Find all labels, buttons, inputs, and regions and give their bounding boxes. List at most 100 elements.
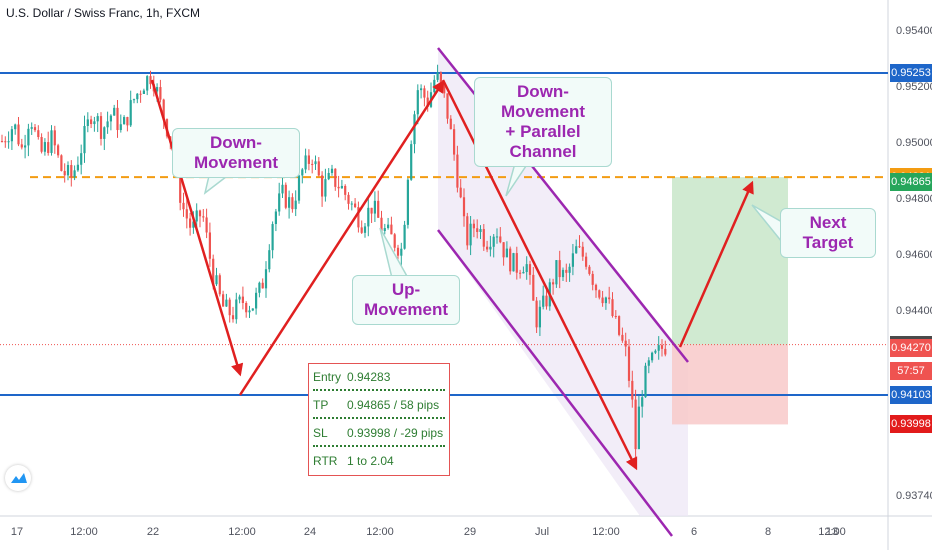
bear-candle <box>660 345 664 349</box>
bull-candle <box>248 310 251 313</box>
bear-candle <box>585 256 588 267</box>
time-tick-label: 12:00 <box>366 526 394 538</box>
bear-candle <box>40 137 43 152</box>
bear-candle <box>222 294 225 307</box>
bull-candle <box>495 236 499 238</box>
bull-candle <box>420 88 423 91</box>
bear-candle <box>476 228 479 232</box>
bull-candle <box>416 90 419 115</box>
bull-candle <box>571 253 574 267</box>
bear-candle <box>33 127 37 131</box>
symbol-title: U.S. Dollar / Swiss Franc, 1h, FXCM <box>6 6 201 20</box>
bull-candle <box>268 250 271 270</box>
trade-key: TP <box>313 398 329 412</box>
bear-candle <box>535 300 538 328</box>
time-tick-label: 12:00 <box>592 526 620 538</box>
price-marker-box: 57:57 <box>890 361 932 380</box>
bull-candle <box>225 299 228 307</box>
bull-candle <box>86 119 89 126</box>
bear-candle <box>502 242 505 258</box>
bull-candle <box>340 185 343 189</box>
bear-candle <box>182 202 185 210</box>
price-marker-box: 0.95253 <box>890 64 932 82</box>
bull-candle <box>119 124 122 131</box>
callout-next-target-text: Next Target <box>802 213 854 252</box>
bear-candle <box>439 72 442 84</box>
bull-candle <box>512 253 515 272</box>
tradingview-logo-icon[interactable] <box>5 465 31 491</box>
bull-candle <box>7 141 10 143</box>
bear-candle <box>0 141 4 143</box>
callout-up-movement: Up-Movement <box>352 275 460 325</box>
time-tick-label: 22 <box>146 526 160 538</box>
price-tick-label: 0.95000 <box>896 136 932 149</box>
bull-candle <box>14 124 17 130</box>
bull-candle <box>561 269 565 278</box>
trade-row-rtr: RTR 1 to 2.04 <box>313 451 445 471</box>
bull-candle <box>367 207 370 227</box>
bull-candle <box>324 179 327 197</box>
bull-candle <box>109 115 112 122</box>
trade-row-entry: Entry 0.94283 <box>313 367 445 391</box>
bull-candle <box>93 121 96 125</box>
bear-candle <box>621 334 624 341</box>
bear-candle <box>60 155 63 171</box>
bull-candle <box>66 165 70 176</box>
bear-candle <box>70 165 73 178</box>
price-marker-box: 0.93998 <box>890 415 932 434</box>
bear-candle <box>578 246 581 248</box>
bear-candle <box>198 210 202 217</box>
callout-down-movement: Down-Movement <box>172 128 300 178</box>
bull-candle <box>106 121 109 128</box>
bear-candle <box>159 87 162 100</box>
bull-candle <box>96 116 99 122</box>
bull-candle <box>10 129 13 142</box>
bear-candle <box>377 200 380 218</box>
bear-candle <box>618 316 621 335</box>
bull-candle <box>264 269 268 289</box>
time-tick-label: 6 <box>690 526 698 538</box>
bull-candle <box>271 224 274 251</box>
bull-candle <box>575 246 578 254</box>
callout-channel-line1: Down-Movement <box>500 82 586 121</box>
bear-candle <box>17 124 20 145</box>
bull-candle <box>373 200 376 214</box>
trade-value: 0.94283 <box>347 370 391 384</box>
bull-candle <box>330 168 334 173</box>
bull-candle <box>637 406 640 450</box>
bull-candle <box>288 197 291 208</box>
bull-candle <box>647 360 650 366</box>
callout-channel-line2: + Parallel Channel <box>505 122 581 161</box>
bear-candle <box>472 223 475 229</box>
bear-candle <box>321 175 324 197</box>
bull-candle <box>76 164 79 171</box>
bear-candle <box>558 260 561 278</box>
bear-candle <box>482 229 485 247</box>
bull-candle <box>314 161 317 165</box>
bull-candle <box>410 144 413 180</box>
bear-candle <box>337 186 340 189</box>
bear-candle <box>611 299 614 317</box>
bull-candle <box>522 272 525 274</box>
bull-candle <box>538 306 541 328</box>
bull-candle <box>113 107 116 116</box>
bull-candle <box>146 76 149 91</box>
time-tick-label: 12:00 <box>70 526 98 538</box>
bull-candle <box>294 200 297 210</box>
bull-candle <box>136 93 139 100</box>
bear-candle <box>334 168 337 187</box>
bear-candle <box>598 290 601 298</box>
bear-candle <box>565 269 568 273</box>
bull-candle <box>525 264 528 273</box>
bull-candle <box>274 211 277 225</box>
callout-next-target: Next Target <box>780 208 876 258</box>
bull-candle <box>406 179 409 225</box>
arrow-up-movement <box>238 79 445 396</box>
bear-candle <box>453 129 456 155</box>
bull-candle <box>657 345 660 351</box>
time-tick-label: 12:00 <box>818 526 846 538</box>
trade-key: Entry <box>313 370 342 384</box>
price-marker-box: 0.94103 <box>890 386 932 404</box>
arrow-next-target <box>678 180 754 348</box>
